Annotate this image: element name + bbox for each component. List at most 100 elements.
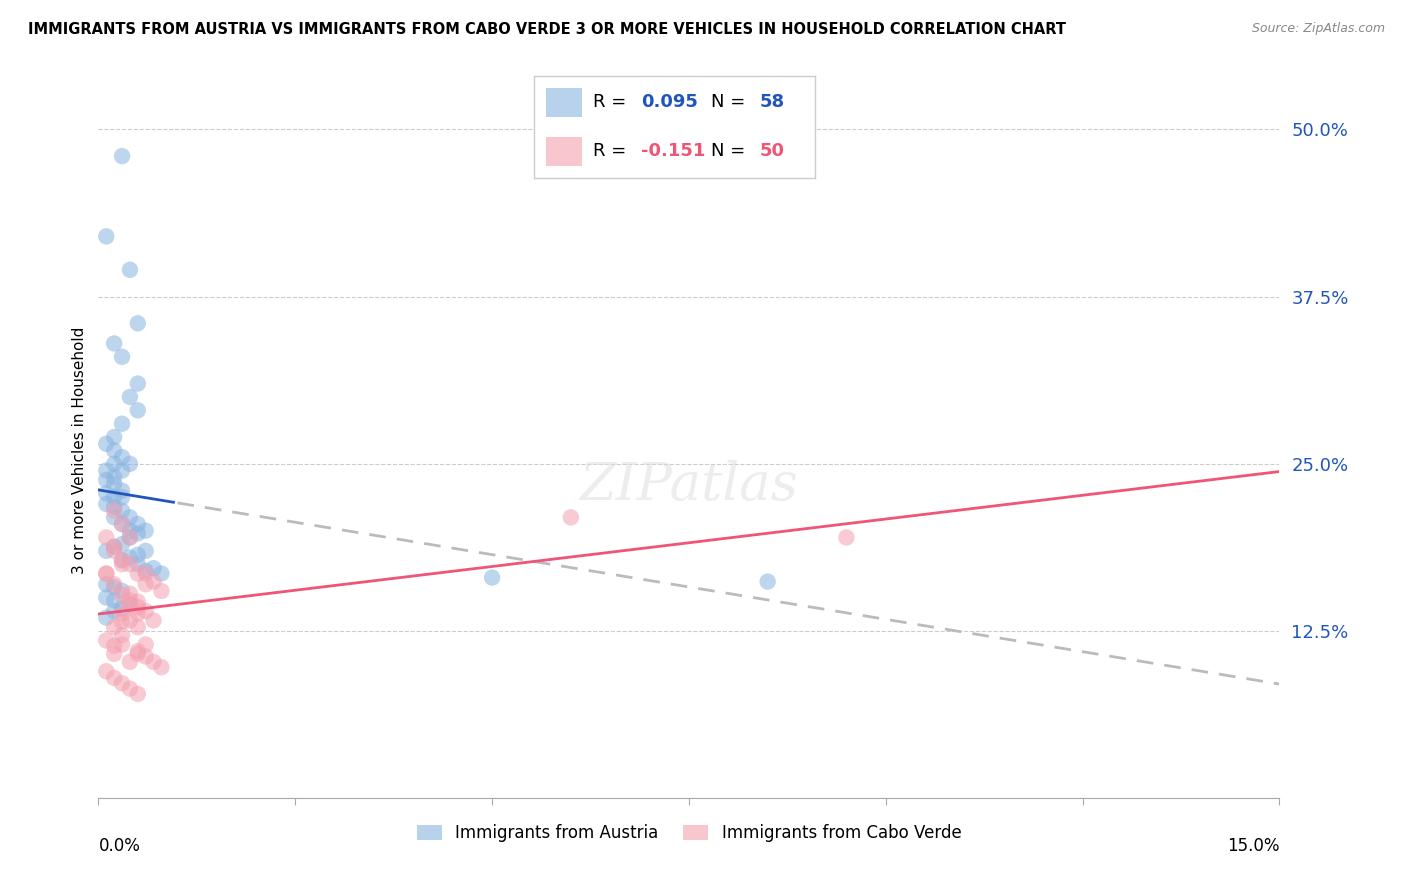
- Point: [127, 687, 149, 701]
- Point: [111, 557, 134, 572]
- Point: [96, 611, 118, 625]
- Text: 0.095: 0.095: [641, 93, 697, 111]
- Point: [481, 571, 503, 585]
- Text: ZIPatlas: ZIPatlas: [579, 459, 799, 511]
- Point: [111, 537, 134, 551]
- Point: [135, 637, 157, 651]
- Point: [127, 403, 149, 417]
- Point: [118, 530, 141, 544]
- Point: [111, 464, 134, 478]
- Point: [103, 457, 125, 471]
- Point: [111, 553, 134, 567]
- Point: [111, 628, 134, 642]
- Point: [118, 510, 141, 524]
- Bar: [546, 88, 582, 117]
- Point: [118, 550, 141, 565]
- Text: Source: ZipAtlas.com: Source: ZipAtlas.com: [1251, 22, 1385, 36]
- Point: [96, 544, 118, 558]
- Point: [756, 574, 779, 589]
- Point: [103, 430, 125, 444]
- Point: [142, 561, 165, 575]
- Point: [135, 524, 157, 538]
- Point: [111, 517, 134, 532]
- Point: [835, 530, 858, 544]
- Y-axis label: 3 or more Vehicles in Household: 3 or more Vehicles in Household: [72, 326, 87, 574]
- Point: [103, 336, 125, 351]
- Point: [118, 614, 141, 628]
- Point: [135, 604, 157, 618]
- Point: [118, 557, 141, 572]
- Point: [142, 574, 165, 589]
- Point: [135, 566, 157, 581]
- Point: [127, 607, 149, 621]
- Point: [142, 655, 165, 669]
- Point: [103, 671, 125, 685]
- Bar: [546, 137, 582, 166]
- Point: [96, 473, 118, 487]
- Point: [111, 553, 134, 567]
- Point: [103, 639, 125, 653]
- Point: [127, 566, 149, 581]
- Point: [103, 477, 125, 491]
- Point: [103, 500, 125, 514]
- Point: [118, 530, 141, 544]
- Point: [111, 676, 134, 690]
- Text: 50: 50: [759, 142, 785, 161]
- Point: [111, 637, 134, 651]
- Point: [111, 588, 134, 602]
- Point: [111, 584, 134, 599]
- Point: [111, 417, 134, 431]
- Point: [135, 564, 157, 578]
- Point: [96, 486, 118, 500]
- Point: [127, 317, 149, 331]
- Point: [127, 647, 149, 661]
- Point: [135, 649, 157, 664]
- Point: [111, 491, 134, 505]
- Point: [111, 149, 134, 163]
- Point: [560, 510, 582, 524]
- Point: [103, 647, 125, 661]
- Point: [127, 526, 149, 541]
- Text: R =: R =: [593, 142, 633, 161]
- Point: [111, 607, 134, 621]
- Point: [118, 457, 141, 471]
- Point: [111, 601, 134, 615]
- Point: [118, 593, 141, 607]
- Point: [96, 566, 118, 581]
- Point: [118, 598, 141, 612]
- Point: [103, 580, 125, 594]
- Point: [103, 503, 125, 517]
- Point: [118, 655, 141, 669]
- Text: IMMIGRANTS FROM AUSTRIA VS IMMIGRANTS FROM CABO VERDE 3 OR MORE VEHICLES IN HOUS: IMMIGRANTS FROM AUSTRIA VS IMMIGRANTS FR…: [28, 22, 1066, 37]
- Point: [96, 464, 118, 478]
- Point: [111, 615, 134, 629]
- Text: 15.0%: 15.0%: [1227, 837, 1279, 855]
- Point: [103, 620, 125, 634]
- Point: [96, 591, 118, 605]
- Point: [127, 376, 149, 391]
- Point: [135, 544, 157, 558]
- Point: [127, 595, 149, 609]
- Point: [135, 577, 157, 591]
- Text: 0.0%: 0.0%: [98, 837, 141, 855]
- Point: [127, 517, 149, 532]
- Point: [96, 530, 118, 544]
- Legend: Immigrants from Austria, Immigrants from Cabo Verde: Immigrants from Austria, Immigrants from…: [411, 818, 967, 849]
- Point: [118, 598, 141, 612]
- Point: [111, 517, 134, 532]
- Point: [96, 633, 118, 648]
- Point: [96, 437, 118, 451]
- Point: [103, 577, 125, 591]
- Text: R =: R =: [593, 93, 633, 111]
- Point: [127, 557, 149, 572]
- Point: [103, 604, 125, 618]
- Point: [103, 540, 125, 554]
- Point: [150, 566, 173, 581]
- Point: [103, 470, 125, 484]
- Point: [96, 497, 118, 511]
- Point: [103, 540, 125, 554]
- Point: [111, 450, 134, 465]
- Point: [96, 229, 118, 244]
- Point: [150, 660, 173, 674]
- Point: [118, 587, 141, 601]
